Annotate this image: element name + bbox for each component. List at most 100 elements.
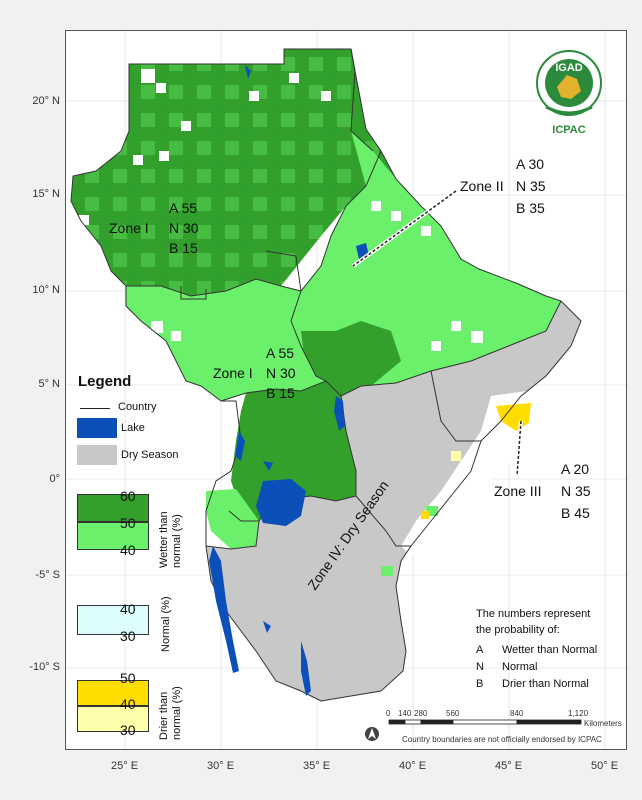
zone1-n: N 30 <box>169 220 199 236</box>
legend-wetter-val-60: 60 <box>120 488 136 504</box>
region-south-sudan <box>126 279 326 401</box>
lon-tick-50e: 50° E <box>591 760 619 772</box>
lake-turkana <box>334 396 345 431</box>
legend-normal-val-40: 40 <box>120 601 136 617</box>
legend-drier-label-1: Drier than <box>158 691 170 740</box>
lon-tick-45e: 45° E <box>495 760 523 772</box>
region-zone3-wetter-patch <box>426 506 438 516</box>
icpac-logo-text: ICPAC <box>552 124 585 136</box>
note-line-1: The numbers represent <box>476 608 591 620</box>
legend-drier-low-swatch <box>77 706 149 732</box>
scale-tick-1120: 1,120 <box>568 709 589 718</box>
lat-tick-10n: 10° N <box>32 284 60 296</box>
zone2-b: B 35 <box>516 200 545 216</box>
scale-tick-0: 0 <box>386 709 391 718</box>
legend-dry-season-label: Dry Season <box>121 449 179 461</box>
igad-logo-text: IGAD <box>555 62 583 74</box>
note-key-a: A <box>476 644 484 656</box>
zone1b-b: B 15 <box>266 385 295 401</box>
lon-tick-40e: 40° E <box>399 760 427 772</box>
legend-wetter-val-40: 40 <box>120 542 136 558</box>
legend-drier-label: Drier than normal (%) <box>158 686 184 740</box>
zone2-a: A 30 <box>516 156 544 172</box>
disclaimer: Country boundaries are not officially en… <box>402 735 602 744</box>
zone1b-n: N 30 <box>266 365 296 381</box>
scale-unit: Kilometers <box>584 719 622 728</box>
legend-lake-label: Lake <box>121 422 145 434</box>
zone2-name: Zone II <box>460 178 504 194</box>
legend-wetter-high-swatch <box>77 494 149 522</box>
lake-rukwa <box>263 621 271 633</box>
note-text-n: Normal <box>502 661 538 673</box>
region-zone3-wetter-patch-2 <box>381 566 393 576</box>
legend-wetter-val-50: 50 <box>120 515 136 531</box>
legend-country-label: Country <box>118 401 157 413</box>
legend-drier-val-30: 30 <box>120 722 136 738</box>
normal-patches-north <box>79 69 483 351</box>
zone2-n: N 35 <box>516 178 546 194</box>
lat-tick-10s: -10° S <box>29 661 60 673</box>
legend-title: Legend <box>78 373 132 390</box>
lat-tick-20n: 20° N <box>32 95 60 107</box>
legend-lake-swatch <box>77 418 117 438</box>
map-frame: A 55 Zone I N 30 B 15 A 55 Zone I N 30 B… <box>65 30 627 750</box>
scale-bar <box>388 719 582 725</box>
legend-normal-val-30: 30 <box>120 628 136 644</box>
lon-tick-25e: 25° E <box>111 760 139 772</box>
legend-wetter-low-swatch <box>77 522 149 550</box>
note-key-n: N <box>476 661 484 673</box>
lat-tick-0: 0° <box>49 473 60 485</box>
legend-normal-swatch <box>77 605 149 635</box>
note-line-2: the probability of: <box>476 624 560 636</box>
lake-nasser <box>245 65 251 79</box>
zone1b-name: Zone I <box>213 365 253 381</box>
region-zone3-drier-low <box>451 451 461 461</box>
legend-normal-label: Normal (%) <box>160 596 172 652</box>
legend-drier-val-50: 50 <box>120 670 136 686</box>
zone-leaders-dash <box>352 190 522 477</box>
map-canvas: A 55 Zone I N 30 B 15 A 55 Zone I N 30 B… <box>66 31 626 749</box>
zone1-b: B 15 <box>169 240 198 256</box>
note-text-b: Drier than Normal <box>502 678 589 690</box>
lakes <box>209 65 369 696</box>
scale-tick-140: 140 <box>398 709 412 718</box>
lon-tick-35e: 35° E <box>303 760 331 772</box>
legend-drier-val-40: 40 <box>120 696 136 712</box>
zone3-b: B 45 <box>561 505 590 521</box>
lon-tick-30e: 30° E <box>207 760 235 772</box>
dry-season-region <box>206 301 581 701</box>
region-ethiopia-dark <box>301 321 401 396</box>
igad-logo <box>536 50 602 116</box>
legend-country-line <box>80 408 110 409</box>
lat-tick-15n: 15° N <box>32 188 60 200</box>
north-arrow-icon <box>365 727 379 741</box>
lake-tanganyika <box>209 546 239 673</box>
zone1-name: Zone I <box>109 220 149 236</box>
region-great-lakes-light <box>206 489 259 549</box>
note-text-a: Wetter than Normal <box>502 644 598 656</box>
scale-tick-280: 280 <box>414 709 428 718</box>
zone3-n: N 35 <box>561 483 591 499</box>
lake-kyoga <box>263 461 273 471</box>
lake-victoria <box>256 479 306 526</box>
legend-wetter-label-1: Wetter than <box>158 511 170 568</box>
lake-albert <box>235 431 245 461</box>
zone1-a: A 55 <box>169 200 197 216</box>
zone3-a: A 20 <box>561 461 589 477</box>
country-boundaries <box>70 48 582 702</box>
zone1b-a: A 55 <box>266 345 294 361</box>
legend-dry-season-swatch <box>77 445 117 465</box>
legend-drier-high-swatch <box>77 680 149 706</box>
legend-wetter-label: Wetter than normal (%) <box>158 511 184 568</box>
lake-malawi <box>301 641 311 696</box>
scale-tick-840: 840 <box>510 709 524 718</box>
lat-tick-5s: -5° S <box>35 569 60 581</box>
legend-wetter-label-2: normal (%) <box>171 514 183 568</box>
region-zone3-drier-low-2 <box>421 511 429 519</box>
region-sudan-texture <box>71 49 396 296</box>
legend-drier-label-2: normal (%) <box>171 686 183 740</box>
lat-tick-5n: 5° N <box>38 378 60 390</box>
zone3-name: Zone III <box>494 483 541 499</box>
note-key-b: B <box>476 678 484 690</box>
scale-tick-560: 560 <box>446 709 460 718</box>
